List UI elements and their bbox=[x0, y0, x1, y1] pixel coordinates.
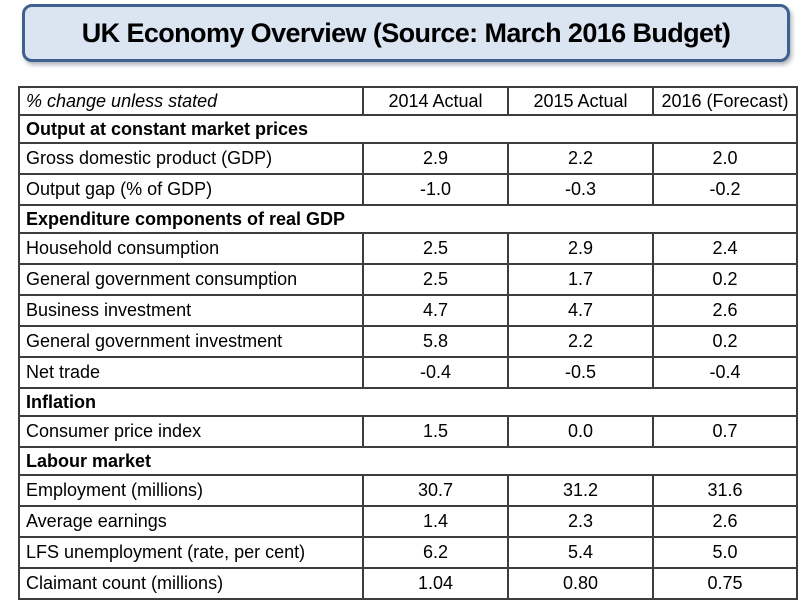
value-cell: 30.7 bbox=[362, 474, 509, 507]
value-cell: 0.2 bbox=[652, 325, 798, 358]
table-row: General government consumption 2.5 1.7 0.2 bbox=[18, 263, 798, 296]
value-cell: -0.2 bbox=[652, 173, 798, 206]
row-label: Household consumption bbox=[18, 232, 364, 265]
section-row: Labour market bbox=[18, 446, 798, 476]
value-cell: 2.2 bbox=[507, 142, 654, 175]
section-label: Output at constant market prices bbox=[18, 114, 798, 144]
row-label: General government investment bbox=[18, 325, 364, 358]
row-label: Average earnings bbox=[18, 505, 364, 538]
row-label: Consumer price index bbox=[18, 415, 364, 448]
section-row: Expenditure components of real GDP bbox=[18, 204, 798, 234]
value-cell: -0.3 bbox=[507, 173, 654, 206]
value-cell: 2.4 bbox=[652, 232, 798, 265]
value-cell: 2.9 bbox=[362, 142, 509, 175]
value-cell: 4.7 bbox=[507, 294, 654, 327]
table-row: Claimant count (millions) 1.04 0.80 0.75 bbox=[18, 567, 798, 600]
section-label: Labour market bbox=[18, 446, 798, 476]
value-cell: 2.9 bbox=[507, 232, 654, 265]
table-row: Consumer price index 1.5 0.0 0.7 bbox=[18, 415, 798, 448]
section-label: Expenditure components of real GDP bbox=[18, 204, 798, 234]
section-label: Inflation bbox=[18, 387, 798, 417]
section-row: Output at constant market prices bbox=[18, 114, 798, 144]
value-cell: 2.5 bbox=[362, 232, 509, 265]
value-cell: 1.7 bbox=[507, 263, 654, 296]
column-header-units: % change unless stated bbox=[18, 86, 364, 116]
table-row: General government investment 5.8 2.2 0.2 bbox=[18, 325, 798, 358]
value-cell: 6.2 bbox=[362, 536, 509, 569]
value-cell: 0.7 bbox=[652, 415, 798, 448]
table-row: Net trade -0.4 -0.5 -0.4 bbox=[18, 356, 798, 389]
table-row: Business investment 4.7 4.7 2.6 bbox=[18, 294, 798, 327]
section-row: Inflation bbox=[18, 387, 798, 417]
row-label: Employment (millions) bbox=[18, 474, 364, 507]
value-cell: 1.4 bbox=[362, 505, 509, 538]
economy-table: % change unless stated 2014 Actual 2015 … bbox=[18, 86, 798, 600]
value-cell: 2.6 bbox=[652, 505, 798, 538]
row-label: Gross domestic product (GDP) bbox=[18, 142, 364, 175]
value-cell: 2.3 bbox=[507, 505, 654, 538]
row-label: Output gap (% of GDP) bbox=[18, 173, 364, 206]
economy-table-body: Output at constant market prices Gross do… bbox=[18, 114, 798, 600]
table-row: Average earnings 1.4 2.3 2.6 bbox=[18, 505, 798, 538]
value-cell: 1.04 bbox=[362, 567, 509, 600]
slide-title-box: UK Economy Overview (Source: March 2016 … bbox=[22, 4, 790, 62]
row-label: Net trade bbox=[18, 356, 364, 389]
table-row: Gross domestic product (GDP) 2.9 2.2 2.0 bbox=[18, 142, 798, 175]
column-header-2016: 2016 (Forecast) bbox=[652, 86, 798, 116]
value-cell: 2.5 bbox=[362, 263, 509, 296]
value-cell: -0.4 bbox=[362, 356, 509, 389]
value-cell: 2.6 bbox=[652, 294, 798, 327]
value-cell: 0.2 bbox=[652, 263, 798, 296]
value-cell: -0.4 bbox=[652, 356, 798, 389]
value-cell: 0.80 bbox=[507, 567, 654, 600]
value-cell: 0.0 bbox=[507, 415, 654, 448]
value-cell: 2.0 bbox=[652, 142, 798, 175]
table-row: Employment (millions) 30.7 31.2 31.6 bbox=[18, 474, 798, 507]
value-cell: 31.6 bbox=[652, 474, 798, 507]
value-cell: -0.5 bbox=[507, 356, 654, 389]
page-title: UK Economy Overview (Source: March 2016 … bbox=[81, 17, 731, 48]
value-cell: 5.0 bbox=[652, 536, 798, 569]
row-label: Business investment bbox=[18, 294, 364, 327]
table-row: Output gap (% of GDP) -1.0 -0.3 -0.2 bbox=[18, 173, 798, 206]
column-header-2014: 2014 Actual bbox=[362, 86, 509, 116]
table-header-row: % change unless stated 2014 Actual 2015 … bbox=[18, 86, 798, 116]
table-row: Household consumption 2.5 2.9 2.4 bbox=[18, 232, 798, 265]
value-cell: -1.0 bbox=[362, 173, 509, 206]
row-label: LFS unemployment (rate, per cent) bbox=[18, 536, 364, 569]
value-cell: 2.2 bbox=[507, 325, 654, 358]
value-cell: 1.5 bbox=[362, 415, 509, 448]
value-cell: 4.7 bbox=[362, 294, 509, 327]
row-label: General government consumption bbox=[18, 263, 364, 296]
value-cell: 31.2 bbox=[507, 474, 654, 507]
row-label: Claimant count (millions) bbox=[18, 567, 364, 600]
value-cell: 5.4 bbox=[507, 536, 654, 569]
table-row: LFS unemployment (rate, per cent) 6.2 5.4 5… bbox=[18, 536, 798, 569]
value-cell: 5.8 bbox=[362, 325, 509, 358]
column-header-2015: 2015 Actual bbox=[507, 86, 654, 116]
value-cell: 0.75 bbox=[652, 567, 798, 600]
